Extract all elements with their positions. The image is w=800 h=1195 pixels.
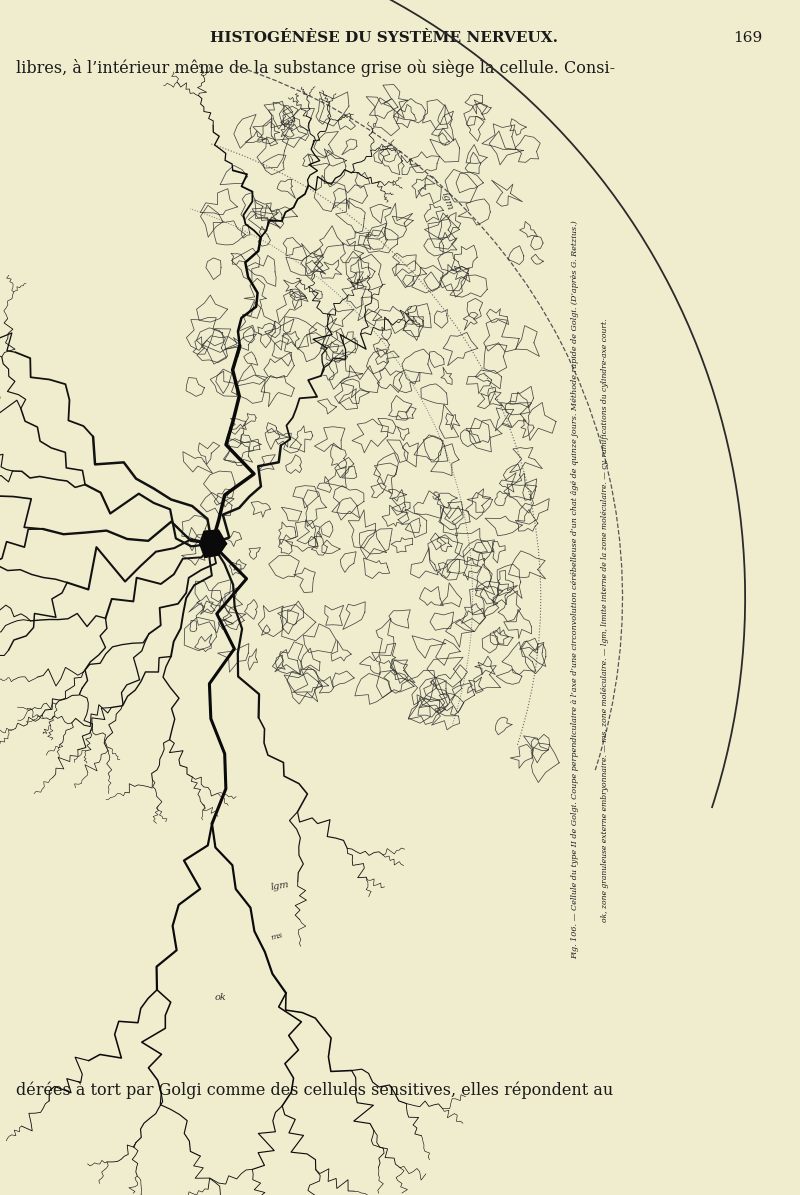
Text: libres, à l’intérieur même de la substance grise où siège la cellule. Consi-: libres, à l’intérieur même de la substan… (16, 59, 615, 76)
Polygon shape (200, 531, 226, 557)
Text: lgm: lgm (440, 191, 455, 212)
Text: ms: ms (270, 931, 284, 942)
Text: ok: ok (215, 993, 226, 1001)
Text: Fig. 106. — Cellule du type II de Golgi. Coupe perpendiculaire à l’axe d’une cir: Fig. 106. — Cellule du type II de Golgi.… (571, 221, 579, 960)
Text: dérées à tort par Golgi comme des cellules sensitives, elles répondent au: dérées à tort par Golgi comme des cellul… (16, 1081, 614, 1099)
Text: cy: cy (430, 489, 442, 502)
Text: lgm: lgm (270, 880, 290, 891)
Text: HISTOGÉNÈSE DU SYSTÈME NERVEUX.: HISTOGÉNÈSE DU SYSTÈME NERVEUX. (210, 31, 558, 45)
Text: 169: 169 (734, 31, 762, 45)
Text: ok, zone granuleuse externe embryonnaire. — ms, zone moléculaire. — lgm, limite : ok, zone granuleuse externe embryonnaire… (601, 318, 609, 921)
